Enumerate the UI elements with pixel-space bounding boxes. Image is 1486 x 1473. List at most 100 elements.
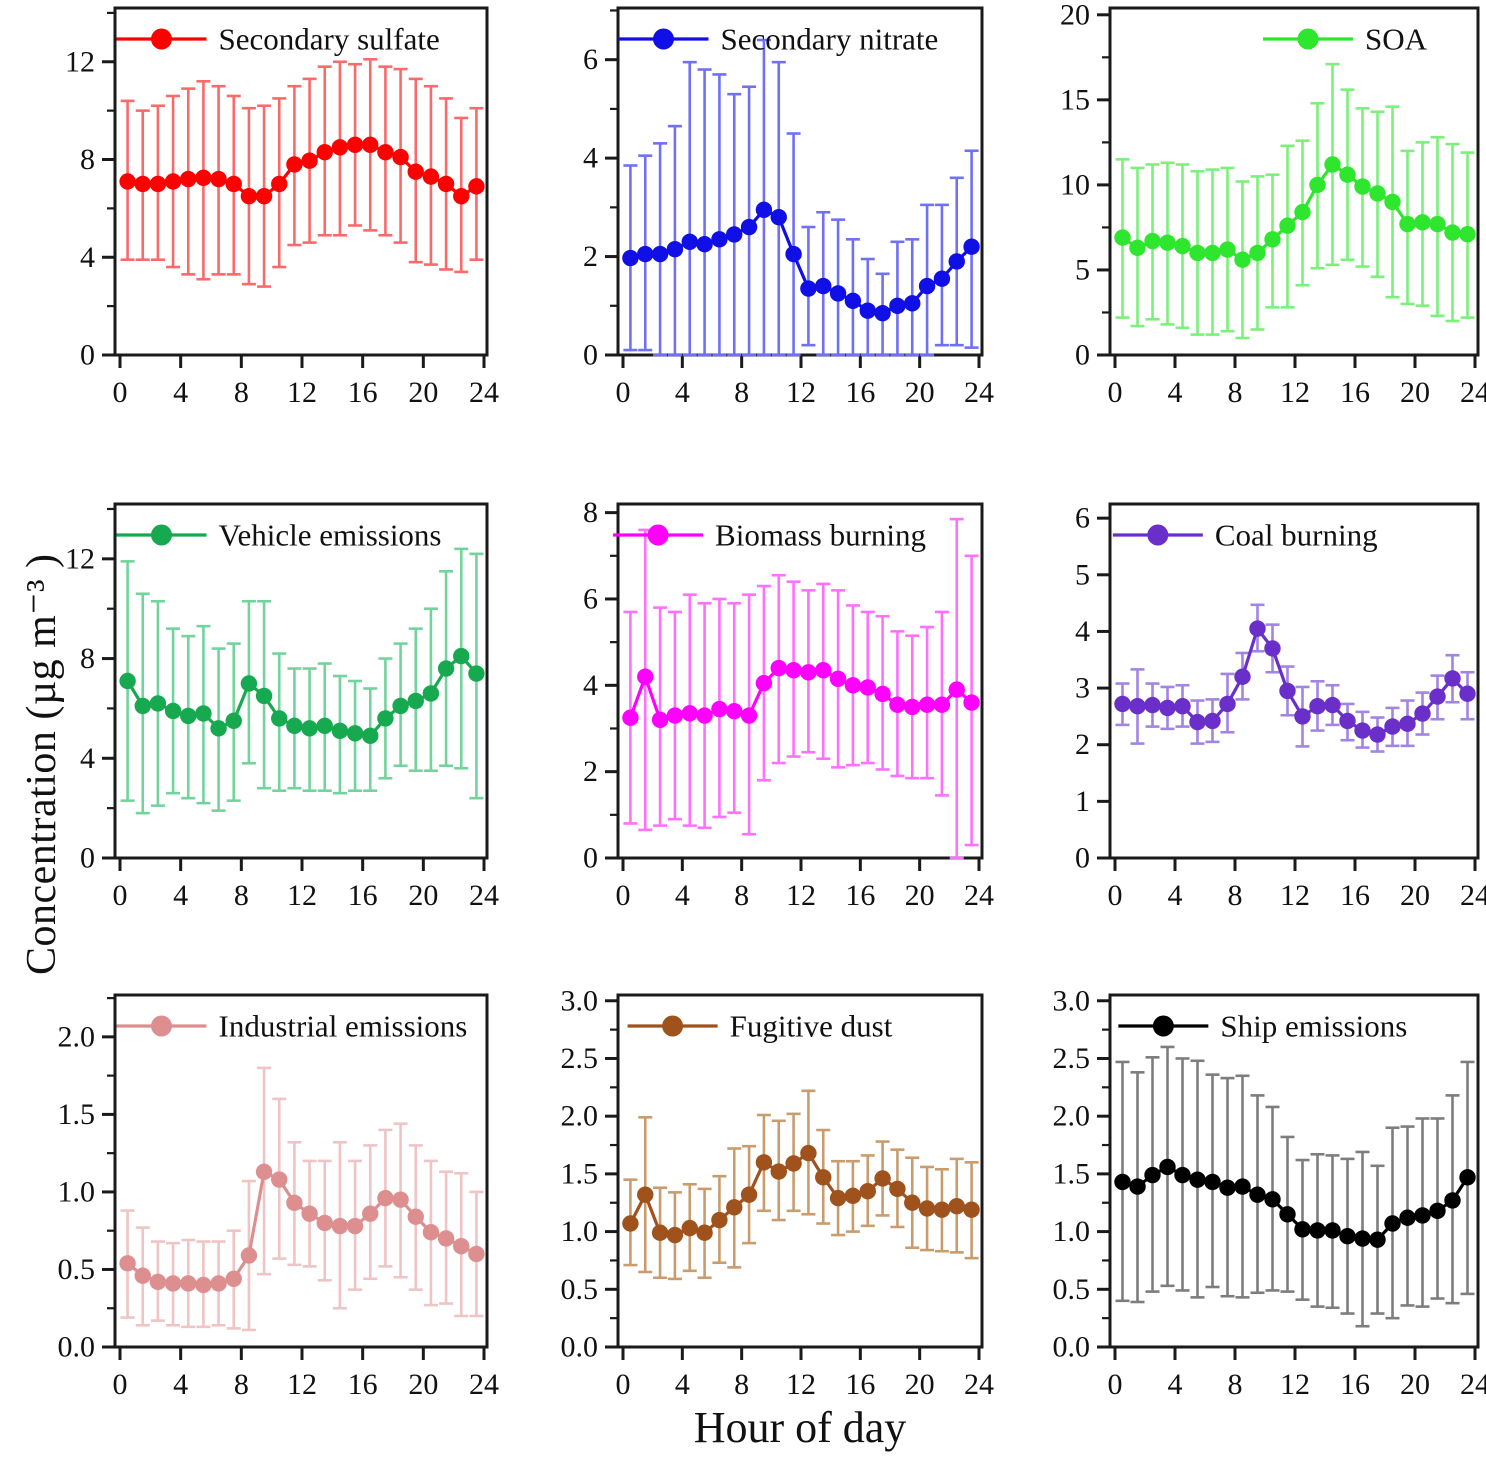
data-point: [453, 1238, 470, 1255]
data-point: [1324, 696, 1341, 714]
data-point: [711, 1211, 728, 1229]
y-tick-label: 2: [1075, 728, 1090, 761]
data-point: [1174, 1166, 1191, 1184]
x-tick-label: 16: [348, 376, 378, 409]
data-point: [770, 208, 787, 226]
data-point: [755, 674, 773, 692]
data-point: [286, 156, 303, 173]
data-point: [1114, 695, 1131, 713]
data-point: [696, 707, 713, 724]
x-tick-label: 4: [173, 879, 188, 912]
y-tick-label: 3.0: [1053, 984, 1091, 1017]
data-point: [933, 270, 951, 287]
y-tick-label: 1.5: [1053, 1157, 1091, 1190]
x-tick-label: 16: [348, 879, 378, 912]
data-point: [210, 1275, 227, 1292]
y-tick-label: 8: [80, 642, 95, 675]
x-tick-label: 4: [1168, 1368, 1183, 1401]
x-tick-label: 20: [408, 376, 438, 409]
y-tick-label: 2: [583, 240, 598, 273]
data-point: [963, 238, 980, 255]
data-point: [755, 201, 773, 219]
y-tick-label: 6: [1075, 502, 1090, 535]
data-point: [1339, 166, 1356, 183]
y-tick-label: 15: [1060, 83, 1090, 116]
y-tick-label: 10: [1060, 168, 1090, 201]
data-point: [904, 698, 921, 716]
y-tick-label: 0.0: [1053, 1331, 1091, 1364]
x-tick-label: 20: [905, 376, 935, 409]
data-point: [711, 231, 728, 248]
data-point: [225, 712, 242, 730]
x-tick-label: 12: [786, 1368, 816, 1401]
data-point: [422, 685, 440, 702]
legend: Secondary nitrate: [618, 22, 938, 57]
data-point: [844, 677, 862, 694]
data-point: [1444, 670, 1461, 687]
y-tick-label: 12: [65, 542, 95, 575]
data-point: [622, 1215, 639, 1232]
data-point: [164, 702, 182, 720]
data-point: [622, 709, 639, 726]
data-point: [755, 1154, 773, 1171]
data-point: [874, 1170, 891, 1187]
x-tick-label: 12: [287, 879, 317, 912]
x-tick-label: 12: [287, 376, 317, 409]
data-point: [1414, 1207, 1431, 1224]
data-point: [346, 725, 364, 742]
data-point: [785, 245, 802, 263]
y-tick-label: 1.5: [58, 1098, 96, 1131]
panel-vehicle-emissions: 0 4 8 12 0 4 8 12 16 20 24 Vehicle emissions: [65, 502, 499, 912]
y-tick-label: 0: [80, 339, 95, 372]
data-point: [1129, 239, 1146, 257]
data-point: [149, 695, 167, 712]
data-point: [829, 670, 847, 688]
data-point: [1294, 1221, 1311, 1238]
y-tick-label: 3: [1075, 672, 1090, 705]
data-point: [392, 148, 409, 166]
legend-marker: [1147, 524, 1169, 546]
data-point: [225, 175, 242, 193]
x-tick-label: 16: [1340, 1368, 1370, 1401]
legend-marker: [647, 524, 669, 546]
y-tick-label: 2: [583, 755, 598, 788]
series-line: [628, 208, 974, 315]
x-tick-label: 8: [234, 1368, 249, 1401]
data-point: [286, 1194, 303, 1211]
y-tick-label: 2.0: [561, 1100, 599, 1133]
data-point: [681, 705, 698, 722]
x-tick-label: 0: [113, 376, 128, 409]
data-point: [770, 1163, 787, 1180]
x-tick-label: 24: [1460, 879, 1486, 912]
panel-soa: 0 5 10 15 20 0 4 8 12 16 20 24 SOA: [1060, 0, 1486, 409]
y-tick-label: 1.0: [561, 1215, 599, 1248]
data-point: [1159, 234, 1176, 251]
data-point: [362, 1205, 379, 1222]
legend-marker: [653, 28, 674, 50]
data-point: [1324, 1222, 1341, 1239]
y-tick-label: 0: [80, 842, 95, 875]
plot-frame: [1108, 502, 1480, 860]
series-line: [125, 143, 479, 198]
data-point: [1189, 1171, 1206, 1188]
data-point: [407, 1208, 424, 1225]
data-point: [1249, 1186, 1266, 1203]
data-point: [874, 304, 891, 322]
y-tick-label: 4: [583, 142, 598, 175]
y-tick-label: 3.0: [561, 984, 599, 1017]
legend: Industrial emissions: [116, 1009, 467, 1044]
data-point: [948, 253, 965, 270]
data-point: [1144, 1166, 1161, 1184]
data-point: [815, 277, 832, 295]
data-point: [301, 1205, 318, 1222]
data-point: [1114, 1173, 1131, 1191]
data-point: [346, 136, 364, 154]
data-point: [240, 1247, 258, 1264]
x-tick-label: 16: [1340, 376, 1370, 409]
x-tick-label: 24: [964, 376, 994, 409]
x-tick-label: 8: [734, 879, 749, 912]
data-point: [740, 218, 758, 236]
data-point: [1354, 1230, 1371, 1247]
